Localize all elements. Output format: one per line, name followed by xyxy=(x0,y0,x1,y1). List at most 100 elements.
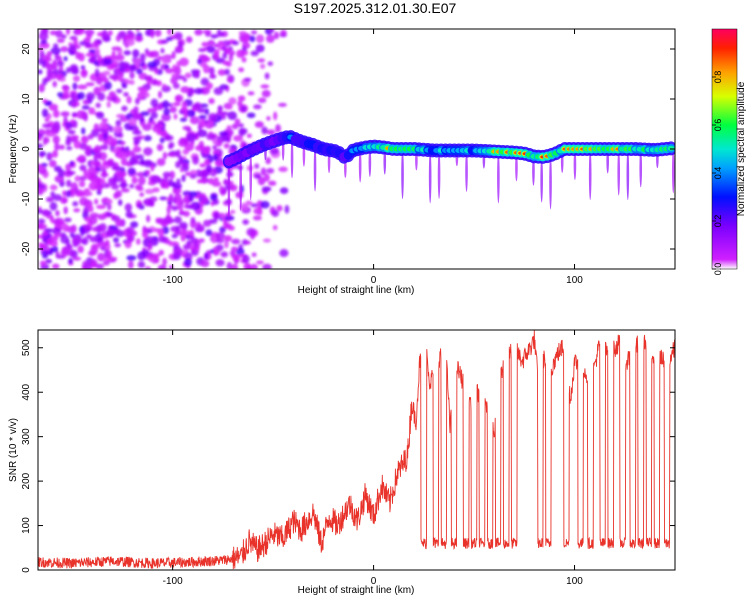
snr-ylabel: SNR (10 * v/v) xyxy=(8,418,19,482)
heatmap-noise-blob xyxy=(46,214,54,219)
heatmap-noise-blob xyxy=(201,41,209,47)
heatmap-noise-blob xyxy=(190,216,196,223)
heatmap-noise-blob xyxy=(68,257,73,264)
heatmap-noise-blob xyxy=(175,149,181,159)
heatmap-noise-blob xyxy=(137,260,146,269)
heatmap-noise-blob xyxy=(180,86,190,94)
heatmap-noise-blob xyxy=(262,238,271,243)
heatmap-noise-blob xyxy=(120,61,131,70)
heatmap-noise-blob xyxy=(42,123,51,129)
heatmap-streak xyxy=(671,148,675,194)
heatmap-noise-blob xyxy=(115,145,122,152)
heatmap-noise-blob xyxy=(260,167,267,176)
heatmap-noise-blob xyxy=(52,135,60,144)
heatmap-noise-blob xyxy=(181,101,187,110)
heatmap-noise-blob xyxy=(172,182,183,189)
heatmap-noise-blob xyxy=(108,74,119,80)
heatmap-noise-blob xyxy=(135,29,140,33)
heatmap-noise-blob xyxy=(247,91,255,96)
heatmap-noise-blob xyxy=(176,178,181,184)
heatmap-noise-blob xyxy=(150,29,155,39)
heatmap-noise-blob xyxy=(69,44,76,51)
heatmap-noise-blob xyxy=(250,50,259,57)
heatmap-noise-blob xyxy=(159,196,168,201)
heatmap-noise-blob xyxy=(265,156,272,165)
heatmap-noise-blob xyxy=(66,243,73,249)
heatmap-noise-blob xyxy=(124,151,130,159)
heatmap-noise-blob xyxy=(145,51,155,58)
heatmap-noise-blob xyxy=(71,236,82,246)
snr-series-line xyxy=(38,330,675,570)
heatmap-noise-blob xyxy=(136,202,144,208)
heatmap-noise-blob xyxy=(52,80,57,88)
heatmap-ridge xyxy=(222,130,675,221)
heatmap-noise-blob xyxy=(145,169,151,176)
heatmap-noise-blob xyxy=(59,232,67,238)
heatmap-noise-blob xyxy=(238,31,247,36)
heatmap-noise-blob xyxy=(189,116,200,125)
heatmap-noise-blob xyxy=(39,260,47,266)
heatmap-noise-blob xyxy=(160,131,169,138)
heatmap-noise-blob xyxy=(38,234,43,239)
heatmap-noise-blob xyxy=(64,217,72,223)
heatmap-noise-blob xyxy=(249,35,256,43)
heatmap-noise-blob xyxy=(80,227,85,237)
heatmap-noise-blob xyxy=(45,128,51,134)
heatmap-noise-blob xyxy=(173,31,183,40)
heatmap-noise-blob xyxy=(38,166,45,171)
heatmap-noise-blob xyxy=(123,50,132,56)
heatmap-noise-blob xyxy=(219,32,225,37)
heatmap-noise-blob xyxy=(267,180,277,186)
heatmap-noise-blob xyxy=(75,192,86,197)
heatmap-noise-blob xyxy=(115,119,122,127)
heatmap-noise-blob xyxy=(210,194,218,201)
heatmap-noise-blob xyxy=(259,63,266,70)
heatmap-noise-blob xyxy=(162,257,167,266)
heatmap-noise-blob xyxy=(271,210,279,217)
heatmap-noise-blob xyxy=(61,34,67,39)
heatmap-noise-blob xyxy=(65,139,72,146)
heatmap-noise-blob xyxy=(123,92,129,97)
heatmap-noise-blob xyxy=(114,243,122,248)
heatmap-noise-blob xyxy=(231,263,239,269)
heatmap-noise-blob xyxy=(52,150,59,158)
heatmap-noise-blob xyxy=(50,62,58,71)
heatmap-noise-blob xyxy=(62,190,67,197)
heatmap-noise-blob xyxy=(152,78,157,85)
heatmap-noise-blob xyxy=(186,240,192,247)
heatmap-noise-blob xyxy=(213,211,219,221)
heatmap-noise-blob xyxy=(236,49,245,59)
heatmap-noise-blob xyxy=(110,137,118,147)
heatmap-noise-blob xyxy=(208,154,214,163)
heatmap-noise-blob xyxy=(261,126,268,135)
spectrogram-ylabel: Frequency (Hz) xyxy=(8,115,19,184)
heatmap-streak xyxy=(617,149,621,196)
heatmap-noise-blob xyxy=(232,254,240,263)
heatmap-noise-blob xyxy=(253,104,262,110)
heatmap-noise-blob xyxy=(52,194,62,201)
heatmap-noise-blob xyxy=(74,175,81,182)
heatmap-noise-blob xyxy=(139,192,145,197)
heatmap-noise-blob xyxy=(73,208,81,213)
heatmap-noise-blob xyxy=(102,29,108,38)
heatmap-noise-blob xyxy=(159,137,165,144)
heatmap-noise-blob xyxy=(220,251,229,258)
heatmap-noise-blob xyxy=(266,168,275,174)
heatmap-noise-blob xyxy=(96,204,107,210)
heatmap-noise-blob xyxy=(134,184,143,191)
heatmap-noise-blob xyxy=(138,176,146,186)
heatmap-noise-blob xyxy=(186,127,192,133)
heatmap-noise-blob xyxy=(77,245,84,254)
heatmap-noise-blob xyxy=(179,57,189,67)
colorbar-label: Normalized spectral amplitude xyxy=(736,81,747,216)
heatmap-noise-blob xyxy=(161,39,169,44)
figure-title: S197.2025.312.01.30.E07 xyxy=(293,0,457,16)
heatmap-noise-blob xyxy=(40,250,51,256)
heatmap-noise-blob xyxy=(273,111,278,121)
heatmap-noise-blob xyxy=(245,200,253,206)
heatmap-streak xyxy=(428,150,432,204)
heatmap-noise-blob xyxy=(70,92,76,100)
heatmap-noise-blob xyxy=(238,127,246,137)
heatmap-noise-blob xyxy=(207,177,215,185)
heatmap-noise-blob xyxy=(61,84,69,90)
